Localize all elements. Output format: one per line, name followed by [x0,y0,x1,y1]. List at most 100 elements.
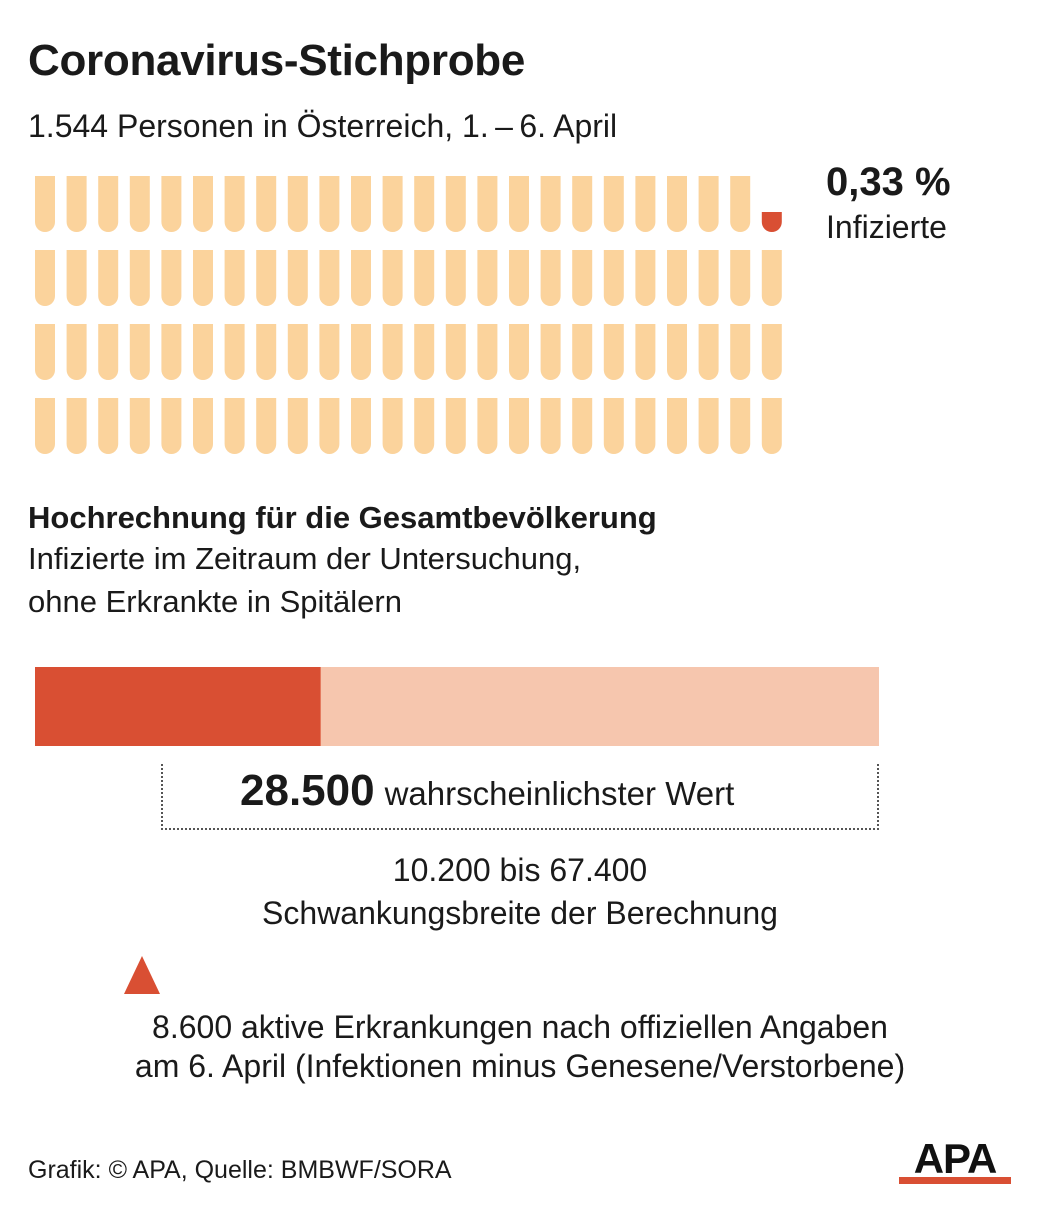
tube [382,398,403,454]
tube [319,250,340,306]
tube [161,250,182,306]
chart-title: Coronavirus-Stichprobe [28,36,526,85]
tube [572,398,593,454]
tube [351,176,371,232]
tube [509,324,529,380]
tube [382,250,403,306]
projection-description-line1: Infizierte im Zeitraum der Untersuchung, [28,541,582,576]
tube-pictogram [35,176,782,454]
tube [414,324,435,380]
tube [193,176,213,232]
tube [572,324,593,380]
tube [509,250,529,306]
tube [98,176,119,232]
tube [414,398,435,454]
tube [603,176,624,232]
tube [129,250,150,306]
triangle-marker-icon [124,956,160,994]
tube [761,324,782,380]
tube [319,176,340,232]
tube [414,250,435,306]
projection-description-line2: ohne Erkrankte in Spitälern [28,584,402,619]
tube [66,176,87,232]
tube [193,250,213,306]
likely-value-bar [35,667,321,746]
tube [98,398,119,454]
tube [287,324,308,380]
tube [572,176,593,232]
tube [224,324,245,380]
tube [256,250,277,306]
svg-text:APA: APA [914,1135,997,1182]
tube [477,176,498,232]
tube [509,398,529,454]
tube [382,324,403,380]
official-count-line2: am 6. April (Infektionen minus Genesene/… [134,1048,906,1084]
tube [540,250,561,306]
tube-infected [761,212,782,232]
tube [351,324,371,380]
tube [129,398,150,454]
tube [603,324,624,380]
tube [667,176,687,232]
tube [224,398,245,454]
tube [730,324,751,380]
tube [35,398,55,454]
tube [477,250,498,306]
tube [66,398,87,454]
tube [35,250,55,306]
tube [161,324,182,380]
tube [730,398,751,454]
tube [351,250,371,306]
tube [319,398,340,454]
official-count-line1: 8.600 aktive Erkrankungen nach offiziell… [152,1009,888,1045]
likely-value-number: 28.500 [240,766,375,815]
tube [161,176,182,232]
tube [603,398,624,454]
tube [698,250,719,306]
source-credit: Grafik: © APA, Quelle: BMBWF/SORA [28,1156,452,1184]
tube [35,176,55,232]
tube [287,398,308,454]
chart-subtitle: 1.544 Personen in Österreich, 1. – 6. Ap… [28,108,618,144]
tube [698,324,719,380]
tube [98,250,119,306]
projection-heading: Hochrechnung für die Gesamtbevölkerung [28,500,657,535]
projection-bar-chart [35,667,879,746]
tube [572,250,593,306]
tube [540,176,561,232]
tube [477,398,498,454]
tube [603,250,624,306]
tube [319,324,340,380]
tube [129,176,150,232]
tube [445,324,466,380]
tube [635,176,656,232]
tube [193,324,213,380]
tube [287,250,308,306]
tube [477,324,498,380]
tube [761,250,782,306]
tube [667,250,687,306]
likely-value-bracket [161,764,879,830]
tube [635,398,656,454]
tube [287,176,308,232]
tube [256,176,277,232]
tube [445,250,466,306]
apa-logo: APA [899,1135,1011,1184]
tube [224,250,245,306]
tube [382,176,403,232]
tube [161,398,182,454]
tube [256,324,277,380]
range-text: 10.200 bis 67.400 [392,852,648,888]
tube [256,398,277,454]
tube [224,176,245,232]
tube [509,176,529,232]
tube [667,398,687,454]
tube [351,398,371,454]
tube [540,324,561,380]
tube [98,324,119,380]
tube [193,398,213,454]
tube [698,398,719,454]
likely-value: 28.500 wahrscheinlichster Wert [240,766,734,816]
likely-value-label: wahrscheinlichster Wert [384,775,735,812]
